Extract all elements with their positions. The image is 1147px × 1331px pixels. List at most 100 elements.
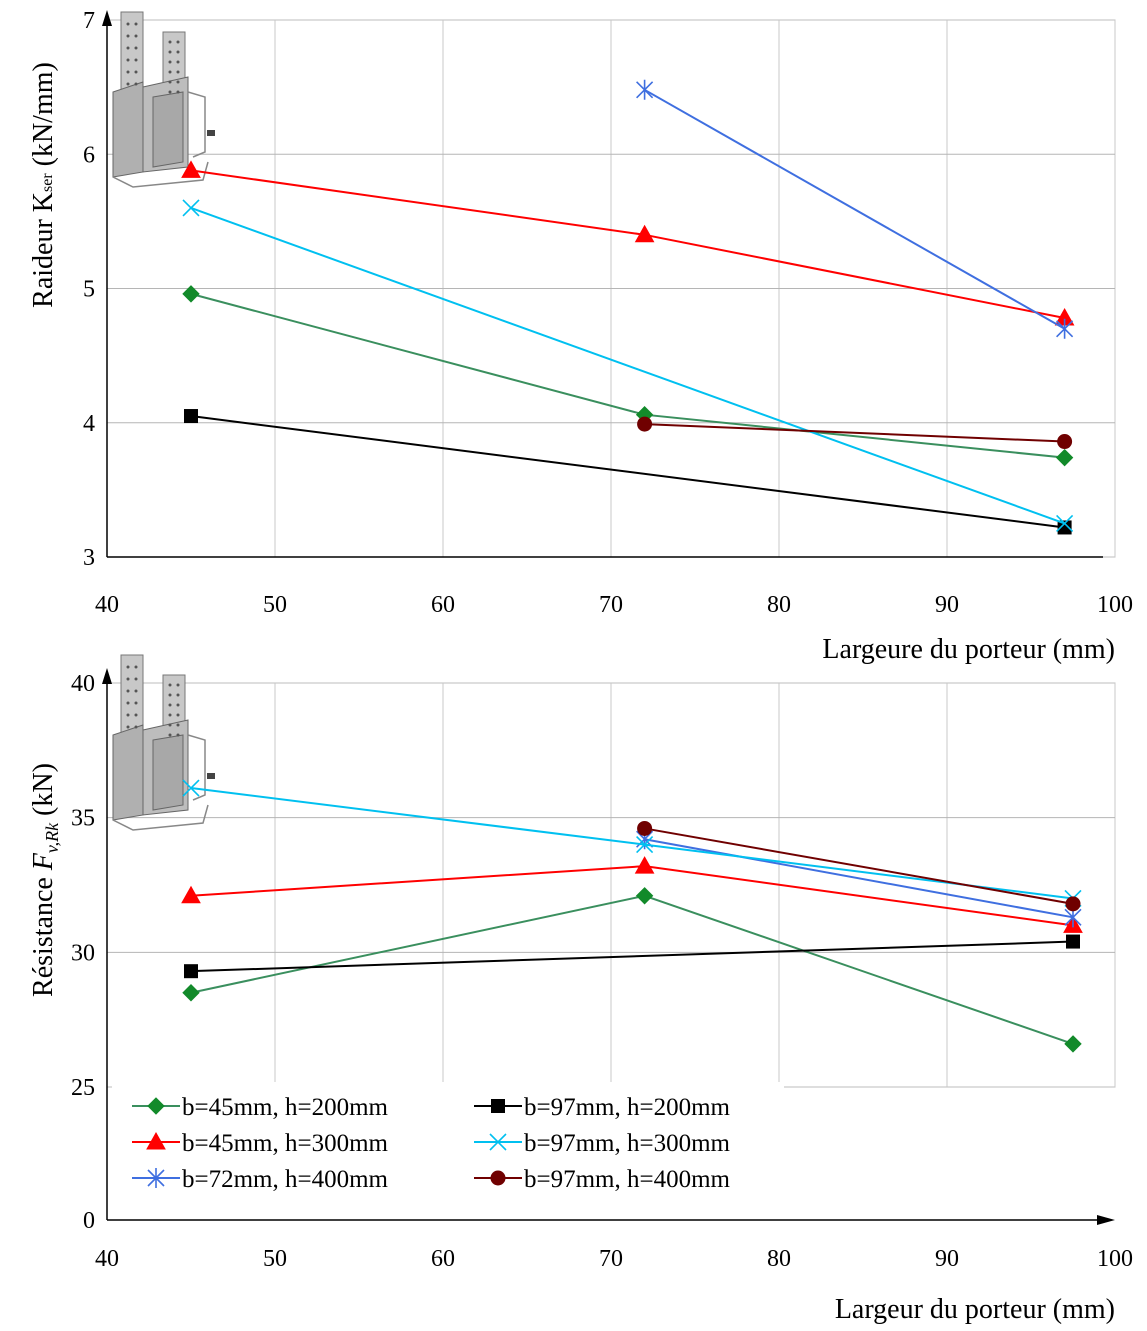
bracket-hole (126, 70, 130, 74)
legend-label: b=72mm, h=400mm (182, 1166, 389, 1193)
x-tick-label: 70 (599, 1246, 623, 1272)
y-tick-label: 30 (71, 940, 95, 966)
data-point (181, 885, 201, 904)
legend-marker (489, 1133, 507, 1151)
bracket-hole (168, 693, 172, 697)
series-line (190, 787, 1074, 900)
bracket-hole (134, 689, 138, 693)
bracket-hole (126, 46, 130, 50)
x-tick-label: 50 (263, 592, 287, 618)
x-tick-label: 60 (431, 1246, 455, 1272)
bracket-hole (168, 60, 172, 64)
bracket-hole (126, 677, 130, 681)
bracket-hole (176, 713, 180, 717)
bracket-hole (168, 40, 172, 44)
legend-marker (490, 1170, 506, 1186)
bracket-hole (134, 665, 138, 669)
bracket-hole (176, 703, 180, 707)
bracket-hole (134, 82, 138, 86)
legend-label: b=97mm, h=300mm (524, 1130, 731, 1157)
bracket-hole (134, 46, 138, 50)
bracket-hole (168, 70, 172, 74)
data-point (636, 836, 654, 854)
x-tick-label: 90 (935, 1246, 959, 1272)
bracket-hole (176, 693, 180, 697)
y-tick-label: 35 (71, 806, 95, 832)
bracket-inner (152, 91, 184, 168)
legend-label: b=45mm, h=300mm (182, 1130, 389, 1157)
data-point (1056, 514, 1074, 533)
series-line (190, 169, 1065, 320)
y-tick-label: 7 (83, 8, 95, 34)
series-line (190, 415, 1065, 529)
data-point (184, 964, 198, 979)
y-axis-title: Résistance Fv,Rk (kN) (28, 763, 62, 997)
y-axis-arrow (102, 668, 112, 684)
x-axis-title: Largeure du porteur (mm) (822, 634, 1115, 665)
bracket-hole (126, 58, 130, 62)
legend-marker (147, 1168, 165, 1188)
data-point (1057, 520, 1072, 535)
data-point (182, 984, 200, 1002)
series-line (190, 865, 1074, 927)
legend-box (112, 1082, 784, 1194)
x-tick-label: 100 (1097, 1246, 1133, 1272)
y-tick-label: 40 (71, 671, 95, 697)
data-point (182, 199, 200, 217)
bracket-hole (168, 90, 172, 94)
data-point (636, 79, 654, 100)
series-group (181, 779, 1083, 1053)
x-tick-label: 40 (95, 592, 119, 618)
legend-marker (146, 1131, 166, 1150)
axes: 40 50 60 70 80 90 100 0 25 30 35 40 Largeur du porte… (28, 668, 1133, 1325)
y-tick-label: 25 (71, 1075, 95, 1101)
bracket-hole (176, 80, 180, 84)
bracket-hole (168, 723, 172, 727)
bracket-hole (176, 733, 180, 737)
x-tick-label: 90 (935, 592, 959, 618)
bracket-hole (134, 725, 138, 729)
bracket-hole (126, 725, 130, 729)
bracket-wire (112, 91, 209, 188)
bracket-wire (112, 734, 209, 831)
bracket-hole (126, 713, 130, 717)
y-tick-label: 6 (83, 142, 95, 168)
data-point (637, 820, 653, 836)
data-point (182, 779, 200, 797)
data-point (635, 887, 654, 905)
legend: b=45mm, h=200mm b=45mm, h=300mm b=72mm, h=… (112, 1082, 784, 1194)
y-axis-arrow (102, 10, 112, 26)
bracket-illustration (112, 11, 215, 188)
x-tick-label: 40 (95, 1246, 119, 1272)
bracket-hole (168, 50, 172, 54)
bracket-hole (126, 82, 130, 86)
data-point (182, 285, 200, 303)
axes: 40 50 60 70 80 90 100 3 4 5 6 7 Largeure du porteur … (28, 8, 1133, 665)
legend-label: b=97mm, h=400mm (524, 1166, 731, 1193)
x-axis-arrow (1097, 1215, 1115, 1225)
series-line (644, 88, 1066, 330)
bracket-hole (168, 713, 172, 717)
data-point (184, 409, 198, 424)
legend-marker (491, 1099, 505, 1113)
data-point (181, 160, 201, 178)
x-tick-label: 60 (431, 592, 455, 618)
data-point (634, 224, 655, 243)
bracket-hole (126, 689, 130, 693)
legend-label: b=45mm, h=200mm (182, 1094, 389, 1121)
x-tick-label: 80 (767, 1246, 791, 1272)
data-point (1056, 318, 1074, 339)
bracket-hole (134, 22, 138, 26)
bracket-hole (134, 70, 138, 74)
bracket-hole (176, 40, 180, 44)
bracket-hole (168, 683, 172, 687)
bracket-inner (152, 734, 184, 811)
resistance-chart: 40 50 60 70 80 90 100 0 25 30 35 40 Largeur du porte… (28, 654, 1133, 1325)
y-tick-label: 3 (83, 545, 95, 571)
bracket-hole (176, 723, 180, 727)
bracket-side-left (112, 81, 144, 178)
series-line (190, 207, 1065, 525)
bracket-hole (126, 701, 130, 705)
bracket-hole (134, 58, 138, 62)
